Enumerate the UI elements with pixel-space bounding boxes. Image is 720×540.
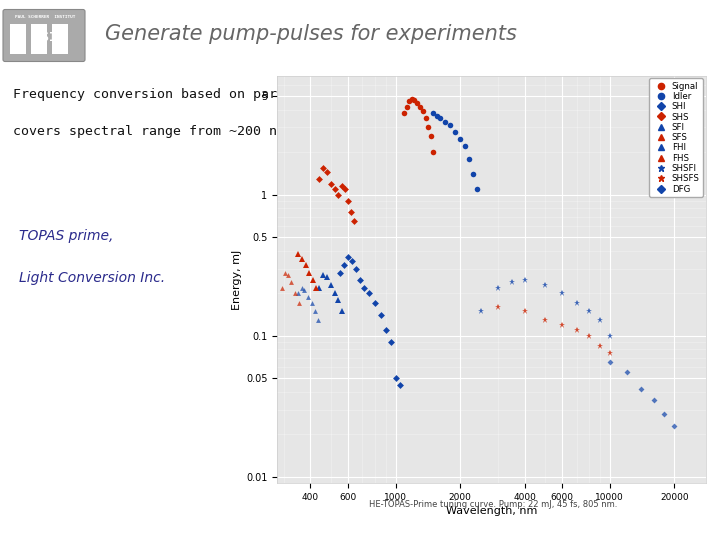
- Text: covers spectral range from ~200 nm – 20 μm: covers spectral range from ~200 nm – 20 …: [13, 125, 349, 138]
- Text: Light Conversion Inc.: Light Conversion Inc.: [19, 271, 165, 285]
- FancyBboxPatch shape: [3, 10, 85, 62]
- Y-axis label: Energy, mJ: Energy, mJ: [232, 249, 242, 309]
- Bar: [10, 24, 26, 53]
- Legend: Signal, Idler, SHI, SHS, SFI, SFS, FHI, FHS, SHSFI, SHSFS, DFG: Signal, Idler, SHI, SHS, SFI, SFS, FHI, …: [649, 78, 703, 197]
- Text: Frequency conversion based on parametric optical amplification: Frequency conversion based on parametric…: [13, 89, 509, 102]
- Text: PSI: PSI: [34, 31, 56, 44]
- Text: PAUL SCHERRER  INSTITUT: PAUL SCHERRER INSTITUT: [15, 16, 75, 19]
- Bar: [31, 24, 47, 53]
- X-axis label: Wavelength, nm: Wavelength, nm: [446, 506, 537, 516]
- Text: TOPAS prime,: TOPAS prime,: [19, 229, 113, 243]
- Text: Generate pump-pulses for experiments: Generate pump-pulses for experiments: [105, 24, 517, 44]
- Bar: [52, 24, 68, 53]
- Text: HE-TOPAS-Prime tuning curve. Pump: 22 mJ, 45 fs, 805 nm.: HE-TOPAS-Prime tuning curve. Pump: 22 mJ…: [369, 501, 617, 509]
